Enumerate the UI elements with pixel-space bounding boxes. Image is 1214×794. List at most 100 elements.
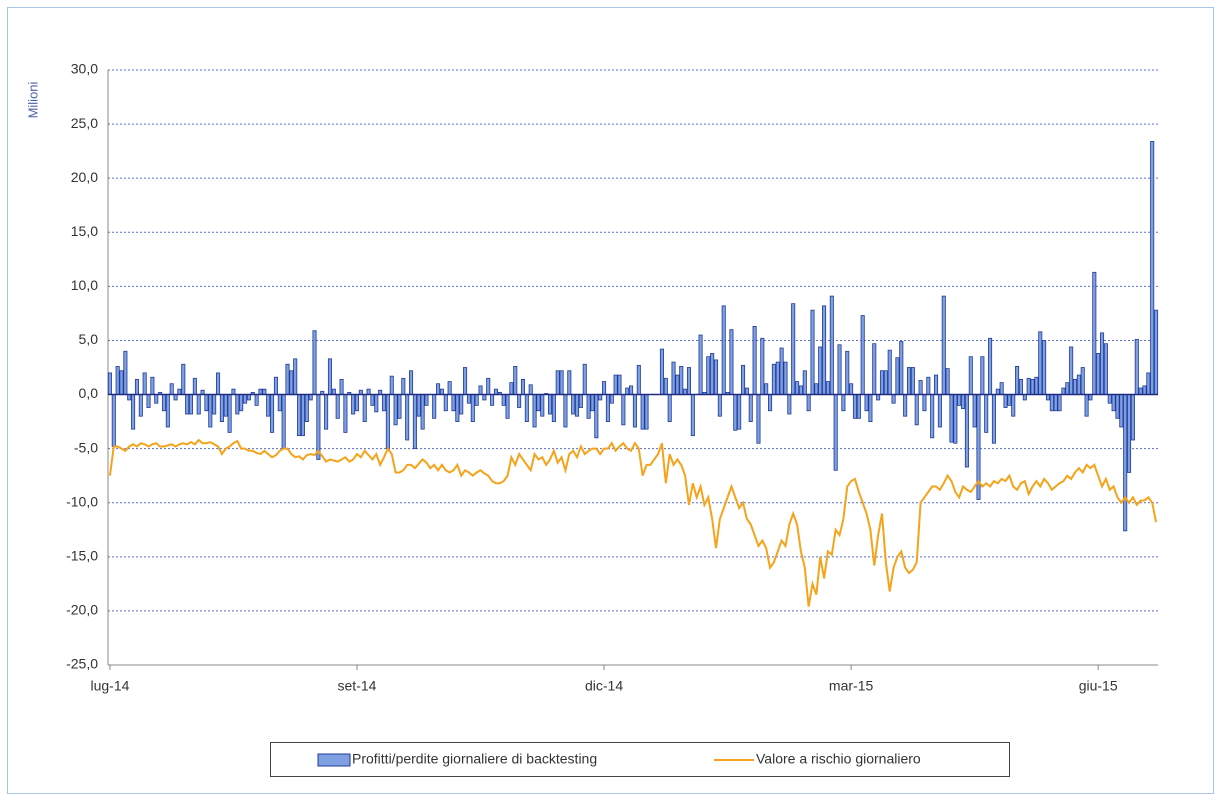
bar <box>802 370 807 395</box>
bar <box>713 359 719 395</box>
bar <box>138 394 143 417</box>
bar <box>771 363 776 395</box>
bar <box>752 325 757 395</box>
bar <box>412 394 417 450</box>
bar <box>964 394 969 468</box>
bar <box>1030 378 1035 395</box>
bar <box>188 394 194 415</box>
bar <box>470 394 475 422</box>
bar <box>941 295 946 395</box>
bar <box>887 349 892 395</box>
y-tick-label: -10,0 <box>66 493 98 509</box>
bar <box>119 370 124 395</box>
bar <box>710 353 715 395</box>
bar <box>1088 394 1093 401</box>
bar <box>922 394 927 412</box>
bar <box>208 394 213 428</box>
bar <box>683 388 688 395</box>
bar <box>926 376 931 395</box>
bar <box>860 315 865 395</box>
bar <box>891 394 896 404</box>
bar <box>698 334 703 395</box>
bar <box>173 394 178 401</box>
bar <box>146 394 151 408</box>
bar <box>1061 387 1066 395</box>
bar <box>1130 394 1135 441</box>
bar <box>181 363 186 395</box>
bar <box>393 394 398 426</box>
bar <box>262 388 267 395</box>
bar <box>107 372 112 395</box>
bar <box>486 377 491 395</box>
bar <box>968 356 973 395</box>
bar <box>829 295 834 395</box>
bar <box>1138 387 1143 395</box>
bar <box>540 394 545 417</box>
bar <box>729 329 734 395</box>
bar <box>598 394 603 401</box>
bar <box>1154 309 1159 395</box>
bar <box>223 394 228 417</box>
bar <box>215 372 221 395</box>
bar <box>547 394 553 415</box>
bar <box>520 378 526 395</box>
bar <box>937 394 942 428</box>
bar <box>370 394 375 406</box>
bar <box>991 394 996 444</box>
bar <box>490 394 495 406</box>
bar <box>281 394 286 450</box>
bar <box>783 361 788 395</box>
bar <box>578 394 583 408</box>
bar <box>1022 394 1027 401</box>
bar <box>409 370 414 395</box>
bar <box>335 394 340 419</box>
bar <box>131 394 136 430</box>
bar <box>285 363 290 395</box>
bar <box>493 388 498 395</box>
bar <box>447 381 452 395</box>
bar <box>362 394 367 422</box>
bar <box>185 394 190 415</box>
bar <box>405 394 410 441</box>
bar <box>903 394 908 417</box>
bar <box>575 394 580 417</box>
bar <box>555 370 560 395</box>
bar <box>308 394 313 401</box>
bar <box>791 303 796 395</box>
bar <box>613 374 618 395</box>
bar <box>988 337 993 395</box>
bar <box>841 394 846 412</box>
bar <box>883 370 888 395</box>
bar <box>134 378 139 395</box>
bar <box>582 363 587 395</box>
bar <box>463 367 468 395</box>
bar <box>389 375 394 395</box>
bar <box>528 384 533 395</box>
bar <box>509 382 514 395</box>
bar <box>416 394 421 417</box>
bar <box>1065 382 1070 395</box>
bar <box>675 374 680 395</box>
bar <box>277 394 282 412</box>
bar <box>621 394 626 426</box>
y-tick-label: 5,0 <box>79 331 99 347</box>
bar <box>243 394 248 404</box>
y-tick-label: -25,0 <box>66 656 98 672</box>
bar <box>559 370 564 395</box>
bar <box>127 394 132 401</box>
bar <box>327 358 332 395</box>
bar <box>972 394 977 428</box>
bar <box>984 394 989 433</box>
bar <box>304 394 309 422</box>
bar <box>644 394 649 430</box>
bar <box>756 394 761 444</box>
bar <box>239 394 244 412</box>
bar <box>227 394 232 433</box>
bar <box>161 394 166 412</box>
bar <box>366 388 371 395</box>
line <box>108 438 1158 607</box>
x-tick-label: giu-15 <box>1079 678 1118 694</box>
y-tick-label: 10,0 <box>71 277 98 293</box>
bar <box>849 383 854 395</box>
